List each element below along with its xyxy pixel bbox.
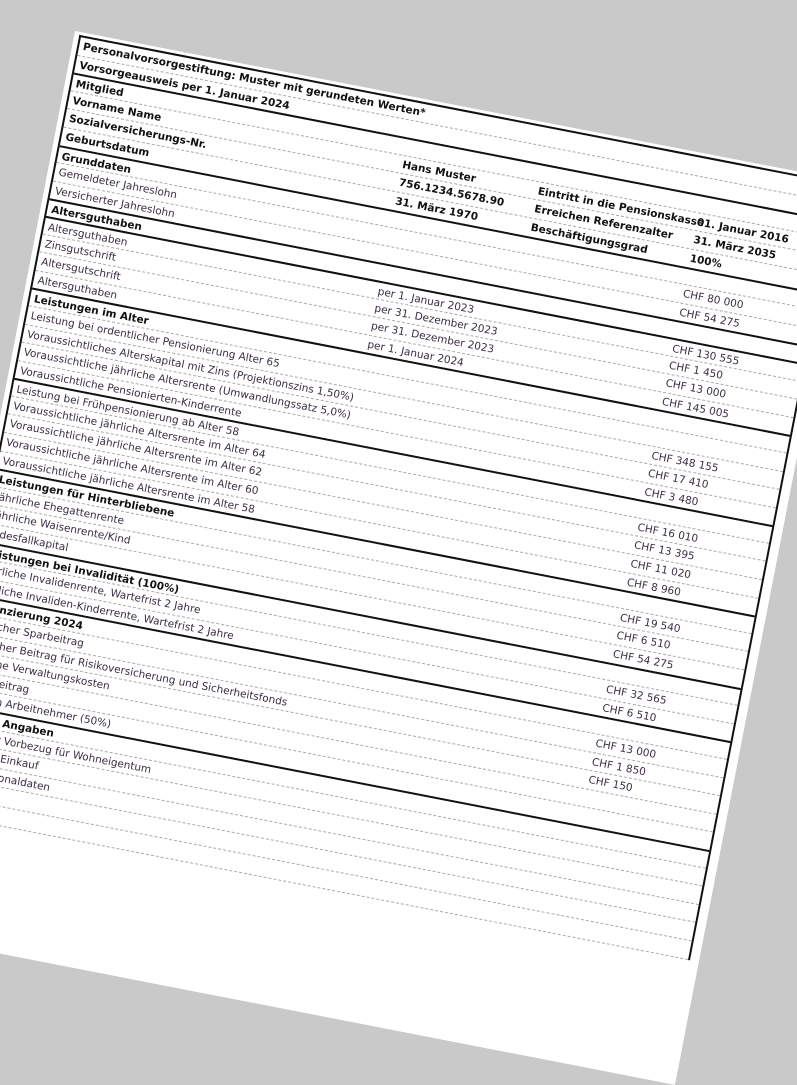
document-page: Personalvorsorgestiftung: Muster mit ger… [0,31,797,1085]
pension-certificate-table: Personalvorsorgestiftung: Muster mit ger… [0,34,797,960]
